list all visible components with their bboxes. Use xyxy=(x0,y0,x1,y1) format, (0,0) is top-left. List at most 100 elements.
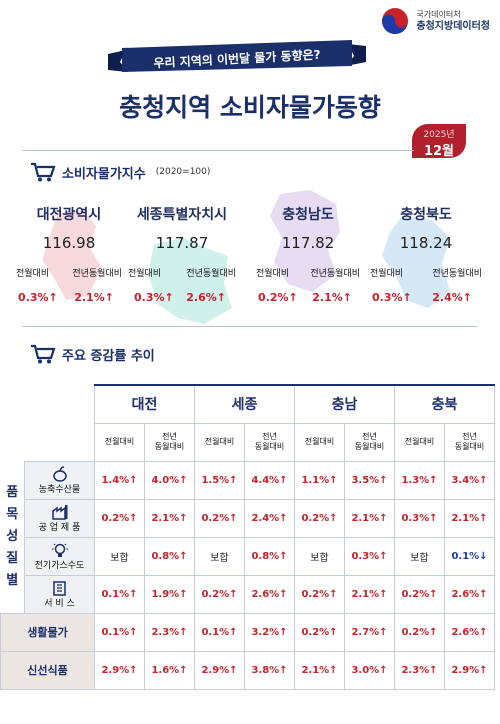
mom-value: 0.2%↑ xyxy=(258,291,298,304)
value-cell: 2.7%↑ xyxy=(344,612,395,652)
city-header: 세종 xyxy=(194,384,295,424)
region-index: 118.24 xyxy=(399,234,453,252)
value-cell: 1.6%↑ xyxy=(144,650,195,690)
value-cell: 2.1%↑ xyxy=(344,574,395,614)
value-cell: 3.8%↑ xyxy=(244,650,295,690)
region-card-chungnam: 충청남도 117.82 전월대비 전년동월대비 0.2%↑ 2.1%↑ xyxy=(256,190,360,304)
item-cell: 공 업 제 품 xyxy=(24,498,95,538)
value-cell: 0.2%↑ xyxy=(94,498,145,538)
mom-value: 0.3%↑ xyxy=(18,291,58,304)
yoy-header: 전년 동월대비 xyxy=(144,422,195,462)
date-badge: 2025년 12월 xyxy=(412,124,466,159)
yoy-header: 전년 동월대비 xyxy=(344,422,395,462)
mom-label: 전월대비 xyxy=(16,269,50,279)
org-name-line1: 국가데이터처 xyxy=(416,10,461,19)
side-label: 품 목 성 질 별 xyxy=(1,461,25,613)
value-cell: 2.6%↑ xyxy=(444,612,495,652)
yoy-label: 전년동월대비 xyxy=(310,269,360,279)
mom-label: 전월대비 xyxy=(370,269,404,279)
item-cell: 전기가스수도 xyxy=(24,536,95,576)
region-name: 대전광역시 xyxy=(36,207,102,223)
yoy-label: 전년동월대비 xyxy=(72,269,122,279)
section-trend-title: 주요 증감률 추이 xyxy=(62,348,155,364)
value-cell: 0.1%↓ xyxy=(444,536,495,576)
service-building-icon xyxy=(52,580,66,596)
value-cell: 0.3%↑ xyxy=(394,498,445,538)
taegeuk-seal-icon xyxy=(380,6,410,36)
yoy-header: 전년 동월대비 xyxy=(444,422,495,462)
yoy-header-l1: 전년 xyxy=(362,432,377,441)
value-cell: 0.1%↑ xyxy=(194,612,245,652)
chungnam-map-shape xyxy=(270,190,340,292)
region-card-sejong: 세종특별자치시 117.87 전월대비 전년동월대비 0.3%↑ 2.6%↑ xyxy=(128,204,236,324)
city-header: 충남 xyxy=(294,384,395,424)
trend-table: 대전 세종 충남 충북 전월대비 전년 동월대비 전월대비 전년 동월대비 전월대비… xyxy=(0,384,495,690)
yoy-value: 2.1%↑ xyxy=(74,291,114,304)
value-cell: 0.1%↑ xyxy=(94,612,145,652)
value-cell: 보합 xyxy=(394,536,445,576)
factory-icon xyxy=(51,504,67,520)
table-row: 전기가스수도 보합 0.8%↑ 보합 0.8%↑ 보합 0.3%↑ 보합 0.1… xyxy=(1,536,495,576)
side-char: 품 xyxy=(6,484,19,500)
table-row: 서 비 스 0.1%↑ 1.9%↑ 0.2%↑ 2.6%↑ 0.2%↑ 2.1%… xyxy=(1,574,495,614)
yoy-value: 2.4%↑ xyxy=(432,291,472,304)
yoy-header-l2: 동월대비 xyxy=(454,442,485,451)
lightbulb-icon xyxy=(51,543,68,557)
org-name-line2: 충청지방데이터청 xyxy=(416,21,490,32)
value-cell: 2.4%↑ xyxy=(244,498,295,538)
region-index: 117.82 xyxy=(281,234,335,252)
region-index: 116.98 xyxy=(42,234,96,252)
mom-header: 전월대비 xyxy=(194,422,245,462)
value-cell: 2.1%↑ xyxy=(444,498,495,538)
yoy-header-l2: 동월대비 xyxy=(354,442,385,451)
value-cell: 1.5%↑ xyxy=(194,460,245,500)
value-cell: 2.9%↑ xyxy=(94,650,145,690)
section-cpi-title: 소비자물가지수 xyxy=(62,166,146,182)
item-name: 농축수산물 xyxy=(38,484,81,495)
city-header: 대전 xyxy=(94,384,195,424)
chungbuk-map-shape xyxy=(382,216,450,308)
mom-header: 전월대비 xyxy=(294,422,345,462)
yoy-header-l1: 전년 xyxy=(162,432,177,441)
side-char: 성 xyxy=(6,528,19,544)
ribbon-banner: 우리 지역의 이번달 물가 동향은? xyxy=(108,40,366,76)
region-index: 117.87 xyxy=(155,234,209,252)
yoy-value: 2.1%↑ xyxy=(312,291,352,304)
value-cell: 2.3%↑ xyxy=(144,612,195,652)
table-row: 신선식품 2.9%↑ 1.6%↑ 2.9%↑ 3.8%↑ 2.1%↑ 3.0%↑… xyxy=(0,650,495,690)
value-cell: 0.2%↑ xyxy=(394,612,445,652)
value-cell: 3.5%↑ xyxy=(344,460,395,500)
mom-label: 전월대비 xyxy=(128,269,162,279)
value-cell: 3.4%↑ xyxy=(444,460,495,500)
shopping-cart-icon xyxy=(31,344,56,364)
region-name: 충청북도 xyxy=(400,207,452,223)
item-name: 전기가스수도 xyxy=(34,560,85,571)
mom-value: 0.3%↑ xyxy=(134,291,174,304)
yoy-header-l2: 동월대비 xyxy=(154,442,185,451)
value-cell: 2.9%↑ xyxy=(194,650,245,690)
value-cell: 0.2%↑ xyxy=(194,498,245,538)
value-cell: 2.1%↑ xyxy=(144,498,195,538)
section-cpi-header: 소비자물가지수 (2020=100) xyxy=(30,162,210,182)
yoy-header-l1: 전년 xyxy=(462,432,477,441)
value-cell: 0.2%↑ xyxy=(394,574,445,614)
city-header: 충북 xyxy=(394,384,495,424)
region-card-daejeon: 대전광역시 116.98 전월대비 전년동월대비 0.3%↑ 2.1%↑ xyxy=(16,204,122,304)
side-char: 별 xyxy=(6,572,19,588)
table-header-subs: 전월대비 전년 동월대비 전월대비 전년 동월대비 전월대비 전년 동월대비 전월대비… xyxy=(1,422,495,462)
section-trend-header: 주요 증감률 추이 xyxy=(30,344,155,364)
value-cell: 1.3%↑ xyxy=(394,460,445,500)
section-cpi-base: (2020=100) xyxy=(155,167,211,177)
mom-header: 전월대비 xyxy=(394,422,445,462)
item-name: 공 업 제 품 xyxy=(38,522,81,533)
value-cell: 3.0%↑ xyxy=(344,650,395,690)
value-cell: 1.1%↑ xyxy=(294,460,345,500)
value-cell: 2.1%↑ xyxy=(294,650,345,690)
item-name: 신선식품 xyxy=(0,650,95,690)
yoy-label: 전년동월대비 xyxy=(186,269,236,279)
header-blank xyxy=(1,423,95,461)
value-cell: 0.2%↑ xyxy=(294,612,345,652)
divider-middle xyxy=(22,326,478,327)
value-cell: 2.1%↑ xyxy=(344,498,395,538)
item-cell: 서 비 스 xyxy=(24,574,95,614)
